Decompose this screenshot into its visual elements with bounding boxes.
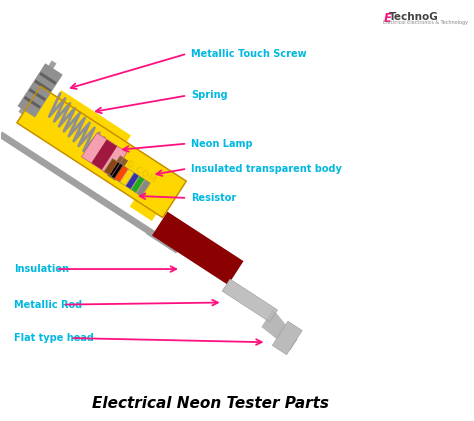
Text: Resistor: Resistor (191, 193, 237, 203)
Polygon shape (24, 96, 41, 109)
Polygon shape (272, 321, 302, 354)
Polygon shape (91, 139, 117, 170)
Polygon shape (34, 80, 52, 93)
Polygon shape (39, 72, 56, 85)
Text: Insulation: Insulation (14, 264, 69, 274)
Polygon shape (29, 88, 46, 101)
Text: Metallic Touch Screw: Metallic Touch Screw (191, 49, 307, 59)
Polygon shape (261, 309, 298, 350)
Polygon shape (0, 131, 167, 245)
Text: Metallic Rod: Metallic Rod (14, 300, 82, 309)
Text: E: E (383, 12, 392, 25)
Text: TechnoG: TechnoG (389, 12, 438, 22)
Polygon shape (152, 212, 244, 285)
Polygon shape (18, 63, 63, 117)
Polygon shape (104, 158, 150, 197)
Text: Neon Lamp: Neon Lamp (191, 139, 253, 149)
Polygon shape (18, 61, 56, 115)
Polygon shape (35, 90, 131, 176)
Polygon shape (137, 180, 150, 196)
Polygon shape (115, 166, 128, 182)
Text: Electrical Neon Tester Parts: Electrical Neon Tester Parts (91, 396, 328, 411)
Polygon shape (104, 159, 117, 175)
Polygon shape (120, 169, 134, 186)
Text: Flat type head: Flat type head (14, 333, 94, 343)
Text: Spring: Spring (191, 91, 228, 101)
Polygon shape (222, 279, 278, 322)
Polygon shape (109, 162, 123, 179)
Text: Insulated transparent body: Insulated transparent body (191, 164, 342, 174)
Polygon shape (146, 228, 180, 253)
Polygon shape (107, 155, 128, 181)
Text: WWW.ETechnoG.COM: WWW.ETechnoG.COM (63, 120, 158, 186)
Polygon shape (131, 176, 145, 193)
Polygon shape (17, 86, 186, 218)
Polygon shape (126, 173, 139, 189)
Polygon shape (130, 179, 170, 221)
Text: Electrical Electronics & Technology: Electrical Electronics & Technology (383, 20, 468, 25)
Polygon shape (82, 133, 127, 176)
